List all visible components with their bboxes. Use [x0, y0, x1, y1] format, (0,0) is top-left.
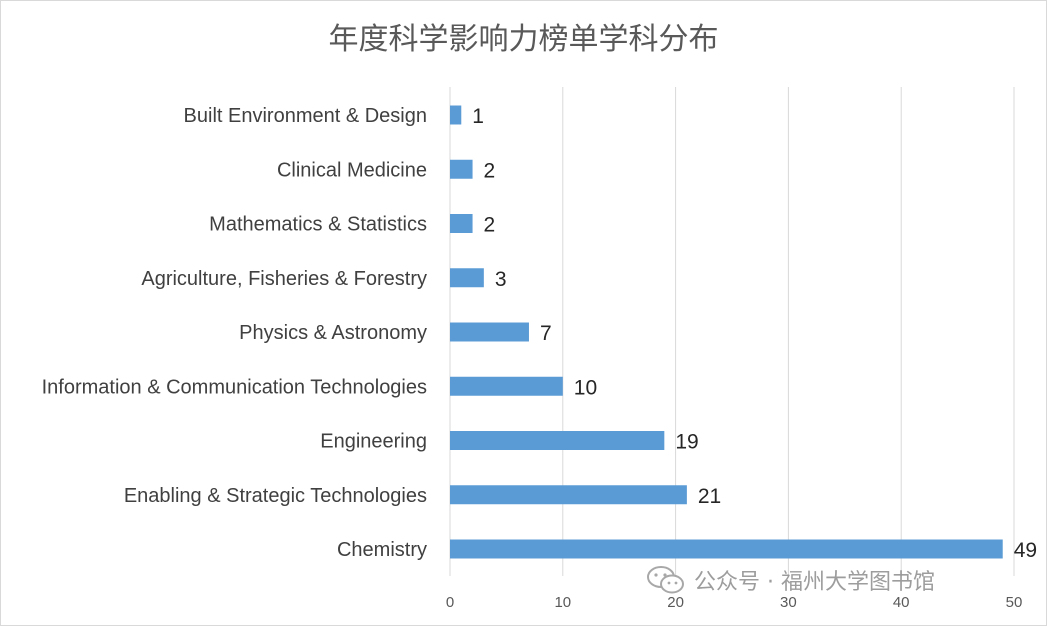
value-label: 3 [495, 268, 507, 291]
x-tick-label: 10 [554, 594, 571, 611]
bar [450, 159, 473, 179]
watermark: 公众号 · 福州大学图书馆 [646, 564, 935, 596]
watermark-text: 公众号 · 福州大学图书馆 [694, 570, 935, 595]
x-tick-label: 0 [446, 594, 454, 611]
value-label: 21 [698, 485, 721, 508]
value-label: 2 [484, 214, 496, 237]
category-label: Engineering [320, 431, 427, 453]
bar [450, 431, 665, 450]
value-label: 1 [472, 105, 484, 128]
x-tick-labels: 0 10 20 30 40 50 [446, 594, 1023, 611]
category-label: Mathematics & Statistics [209, 214, 427, 236]
category-label: Enabling & Strategic Technologies [124, 485, 427, 507]
category-label: Agriculture, Fisheries & Forestry [141, 268, 427, 290]
bar [450, 322, 529, 342]
value-labels: 1 2 2 3 7 10 19 21 49 [472, 105, 1037, 562]
category-label: Physics & Astronomy [239, 322, 427, 344]
bars [450, 105, 1003, 559]
chart-title: 年度科学影响力榜单学科分布 [328, 22, 719, 57]
category-label: Built Environment & Design [184, 105, 427, 127]
bar [450, 539, 1003, 559]
wechat-icon [647, 566, 684, 594]
value-label: 19 [675, 431, 698, 454]
bar [450, 376, 563, 396]
category-label: Information & Communication Technologies [42, 376, 427, 398]
x-tick-label: 40 [893, 594, 910, 611]
x-tick-label: 20 [667, 594, 684, 611]
bar [450, 485, 687, 505]
bar [450, 268, 484, 288]
category-labels: Built Environment & Design Clinical Medic… [42, 105, 427, 561]
category-label: Clinical Medicine [277, 159, 427, 181]
value-label: 2 [484, 159, 496, 182]
category-label: Chemistry [337, 539, 427, 561]
value-label: 7 [540, 322, 552, 345]
bar [450, 105, 462, 125]
x-tick-label: 30 [780, 594, 797, 611]
value-label: 10 [574, 376, 597, 399]
bar [450, 214, 473, 233]
x-tick-label: 50 [1006, 594, 1023, 611]
value-label: 49 [1014, 539, 1037, 562]
